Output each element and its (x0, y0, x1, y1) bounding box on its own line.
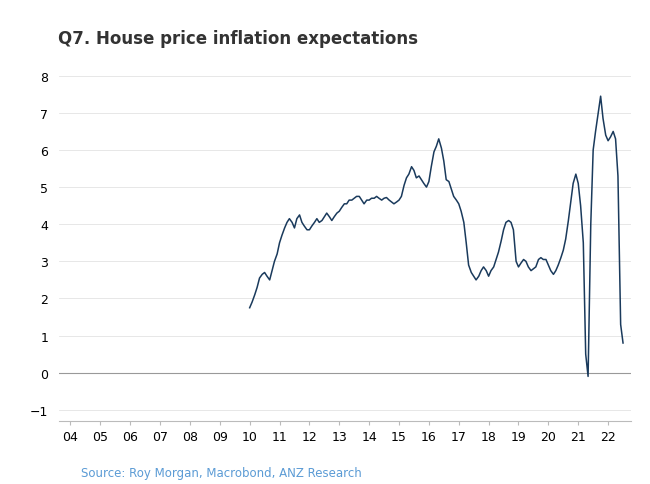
Text: Source: Roy Morgan, Macrobond, ANZ Research: Source: Roy Morgan, Macrobond, ANZ Resea… (81, 466, 362, 479)
Text: Q7. House price inflation expectations: Q7. House price inflation expectations (58, 30, 419, 48)
